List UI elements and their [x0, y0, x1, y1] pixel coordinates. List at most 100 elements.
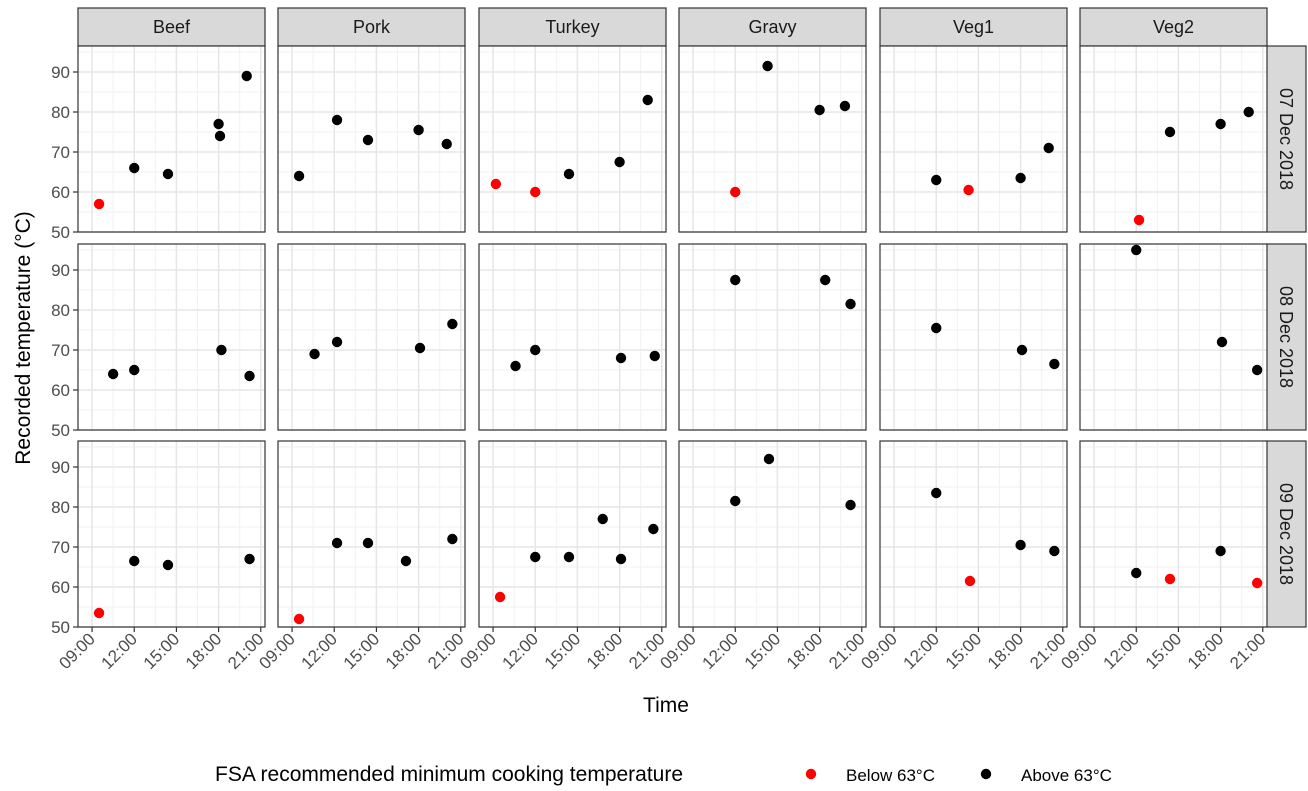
- x-tick-label: 21:00: [424, 629, 468, 673]
- column-strip-label: Turkey: [545, 17, 599, 37]
- data-point: [447, 318, 458, 330]
- panel-background: [479, 441, 666, 627]
- data-point: [400, 555, 412, 567]
- x-tick-label: 15:00: [942, 629, 986, 673]
- panel-border: [277, 45, 466, 233]
- panel-border: [77, 440, 266, 628]
- column-strip-label: Veg2: [1153, 17, 1194, 37]
- x-tick-label: 15:00: [1142, 629, 1186, 673]
- column-strip-label: Beef: [153, 17, 191, 37]
- x-tick-label: 18:00: [583, 629, 627, 673]
- data-point: [642, 94, 653, 106]
- data-point: [963, 184, 974, 196]
- data-point: [649, 350, 660, 362]
- data-point: [530, 551, 541, 563]
- y-tick-label: 80: [51, 498, 70, 517]
- data-point: [931, 322, 942, 334]
- data-point: [241, 70, 252, 82]
- x-tick-label: 12:00: [98, 629, 142, 673]
- data-point: [331, 537, 343, 549]
- data-point: [441, 138, 452, 150]
- x-tick-label: 12:00: [900, 629, 944, 673]
- row-strip-label: 08 Dec 2018: [1276, 286, 1296, 388]
- legend-title: FSA recommended minimum cooking temperat…: [215, 763, 683, 786]
- y-tick-label: 90: [51, 63, 70, 82]
- data-point: [129, 555, 140, 567]
- panel-border: [879, 440, 1068, 628]
- panel-border: [277, 243, 466, 431]
- legend-label: Below 63°C: [846, 766, 935, 785]
- column-strip: [1079, 7, 1268, 47]
- column-strip: [77, 7, 266, 47]
- data-point: [107, 368, 119, 380]
- data-point: [931, 174, 942, 186]
- panel-background: [880, 441, 1067, 627]
- x-tick-label: 15:00: [140, 629, 184, 673]
- x-tick-label: 12:00: [298, 629, 342, 673]
- column-strip-label: Pork: [353, 17, 391, 37]
- data-point: [494, 591, 506, 603]
- y-tick-label: 90: [51, 261, 70, 280]
- x-tick-label: 09:00: [656, 629, 700, 673]
- column-strip: [678, 7, 867, 47]
- x-axis-title: Time: [643, 694, 689, 717]
- data-point: [216, 344, 227, 356]
- panel-background: [278, 441, 465, 627]
- data-point: [162, 168, 174, 180]
- data-point: [1049, 358, 1060, 370]
- data-point: [931, 487, 942, 499]
- data-point: [814, 104, 825, 116]
- data-point: [1251, 577, 1263, 589]
- panel-background: [679, 244, 866, 430]
- data-point: [1131, 244, 1142, 256]
- data-point: [331, 114, 343, 126]
- y-tick-label: 80: [51, 103, 70, 122]
- row-strip-label: 09 Dec 2018: [1276, 483, 1296, 585]
- x-tick-label: 21:00: [825, 629, 869, 673]
- x-tick-label: 15:00: [340, 629, 384, 673]
- panel-background: [1080, 441, 1267, 627]
- x-tick-label: 09:00: [456, 629, 500, 673]
- data-point: [447, 533, 458, 545]
- data-point: [820, 274, 831, 286]
- data-point: [162, 559, 174, 571]
- panel-border: [1079, 243, 1268, 431]
- y-tick-label: 70: [51, 143, 70, 162]
- x-tick-label: 09:00: [857, 629, 901, 673]
- panel-background: [479, 46, 666, 232]
- x-tick-label: 09:00: [1057, 629, 1101, 673]
- data-point: [1131, 567, 1142, 579]
- panel-border: [478, 243, 667, 431]
- data-point: [648, 523, 659, 535]
- data-point: [1133, 214, 1145, 226]
- panel-background: [278, 244, 465, 430]
- panel-background: [880, 46, 1067, 232]
- data-point: [510, 360, 521, 372]
- data-point: [129, 364, 140, 376]
- data-point: [615, 352, 627, 364]
- data-point: [763, 453, 775, 465]
- x-tick-label: 12:00: [1100, 629, 1144, 673]
- data-point: [845, 499, 856, 511]
- data-point: [1215, 545, 1226, 557]
- x-tick-label: 18:00: [182, 629, 226, 673]
- data-point: [1015, 539, 1026, 551]
- data-point: [1049, 545, 1060, 557]
- x-tick-label: 18:00: [382, 629, 426, 673]
- panel-background: [679, 46, 866, 232]
- data-point: [762, 60, 773, 72]
- data-point: [362, 134, 374, 146]
- x-tick-label: 12:00: [699, 629, 743, 673]
- y-tick-label: 70: [51, 341, 70, 360]
- data-point: [1043, 142, 1054, 154]
- y-tick-label: 60: [51, 183, 70, 202]
- data-point: [845, 298, 856, 310]
- y-tick-label: 50: [51, 421, 70, 440]
- data-point: [93, 198, 105, 210]
- x-tick-label: 09:00: [255, 629, 299, 673]
- data-point: [244, 553, 255, 565]
- panel-border: [77, 45, 266, 233]
- panel-border: [879, 243, 1068, 431]
- panel-background: [479, 244, 666, 430]
